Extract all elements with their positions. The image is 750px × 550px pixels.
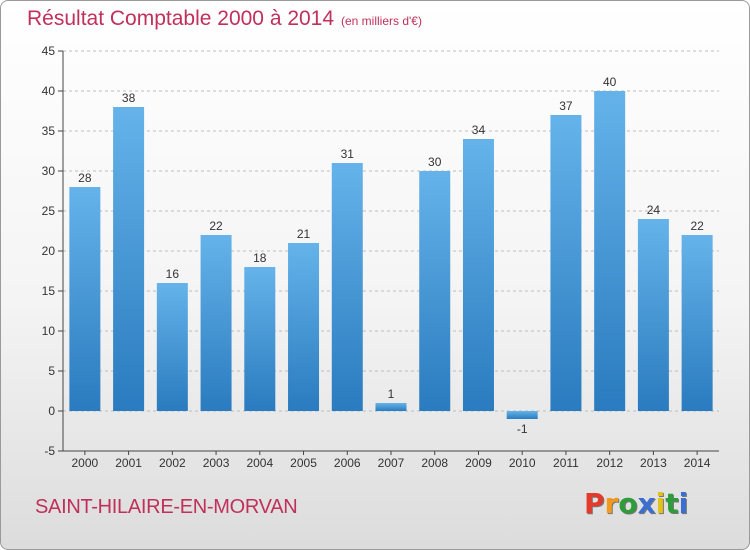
bar-2010 bbox=[506, 411, 538, 419]
logo-letter: o bbox=[618, 487, 638, 520]
x-tick-label: 2013 bbox=[640, 456, 667, 470]
value-label: 24 bbox=[647, 203, 661, 217]
value-label: 16 bbox=[166, 267, 180, 281]
bar-2007 bbox=[375, 403, 407, 411]
bar-2001 bbox=[113, 107, 145, 411]
x-tick-label: 2002 bbox=[159, 456, 186, 470]
value-label: 38 bbox=[122, 91, 136, 105]
value-label: 28 bbox=[78, 171, 92, 185]
value-label: 30 bbox=[428, 155, 442, 169]
chart-subtitle: (en milliers d'€) bbox=[341, 14, 422, 28]
value-label: 1 bbox=[388, 387, 395, 401]
y-tick-label: 5 bbox=[48, 364, 55, 378]
y-tick-label: 0 bbox=[48, 404, 55, 418]
value-labels: 28 38 16 22 18 21 31 1 30 34 -1 37 40 24 22 bbox=[78, 75, 704, 436]
y-tick-label: 40 bbox=[42, 84, 56, 98]
x-tick-label: 2001 bbox=[115, 456, 142, 470]
x-tick-label: 2005 bbox=[290, 456, 317, 470]
x-tick-label: 2010 bbox=[509, 456, 536, 470]
axes: -5 0 5 10 15 20 25 30 35 40 45 2000 2001 2002 2003 2004… bbox=[42, 44, 719, 470]
y-tick-label: -5 bbox=[44, 444, 55, 458]
bar-2009 bbox=[462, 139, 494, 411]
commune-name: SAINT-HILAIRE-EN-MORVAN bbox=[35, 496, 298, 518]
proxiti-logo: Proxiti bbox=[584, 487, 688, 520]
x-tick-label: 2012 bbox=[596, 456, 623, 470]
y-tick-label: 15 bbox=[42, 284, 56, 298]
x-tick-label: 2014 bbox=[684, 456, 711, 470]
y-tick-label: 20 bbox=[42, 244, 56, 258]
bar-2004 bbox=[244, 267, 276, 411]
bar-2006 bbox=[331, 163, 363, 411]
value-label: 22 bbox=[209, 219, 223, 233]
x-tick-label: 2004 bbox=[246, 456, 273, 470]
x-tick-label: 2007 bbox=[378, 456, 405, 470]
y-tick-label: 10 bbox=[42, 324, 56, 338]
value-label: 40 bbox=[603, 75, 617, 89]
bar-2014 bbox=[681, 235, 713, 411]
logo-letter: r bbox=[604, 487, 619, 520]
bar-2005 bbox=[288, 243, 320, 411]
value-label: 22 bbox=[690, 219, 704, 233]
y-tick-label: 45 bbox=[42, 44, 56, 58]
y-tick-label: 35 bbox=[42, 124, 56, 138]
value-label: 21 bbox=[297, 227, 311, 241]
value-label: 37 bbox=[559, 99, 573, 113]
bar-2002 bbox=[156, 283, 188, 411]
bars bbox=[69, 91, 713, 419]
bar-2003 bbox=[200, 235, 232, 411]
value-label: 31 bbox=[341, 147, 355, 161]
bar-2008 bbox=[419, 171, 451, 411]
bar-2012 bbox=[594, 91, 626, 411]
x-tick-label: 2009 bbox=[465, 456, 492, 470]
x-tick-label: 2006 bbox=[334, 456, 361, 470]
value-label: 34 bbox=[472, 123, 486, 137]
y-tick-label: 30 bbox=[42, 164, 56, 178]
logo-letter: P bbox=[584, 487, 605, 520]
x-tick-label: 2011 bbox=[553, 456, 579, 470]
bar-2011 bbox=[550, 115, 582, 411]
y-tick-label: 25 bbox=[42, 204, 56, 218]
chart-title: Résultat Comptable 2000 à 2014 bbox=[27, 7, 335, 30]
value-label: -1 bbox=[517, 422, 528, 436]
x-tick-label: 2003 bbox=[203, 456, 230, 470]
logo-letter: t bbox=[665, 487, 679, 520]
x-tick-label: 2008 bbox=[421, 456, 448, 470]
bar-2000 bbox=[69, 187, 101, 411]
bar-2013 bbox=[637, 219, 669, 411]
value-label: 18 bbox=[253, 251, 267, 265]
logo-letter: x bbox=[637, 487, 656, 520]
logo-letter: i bbox=[678, 487, 689, 520]
x-tick-label: 2000 bbox=[72, 456, 99, 470]
logo-letter: i bbox=[655, 487, 666, 520]
